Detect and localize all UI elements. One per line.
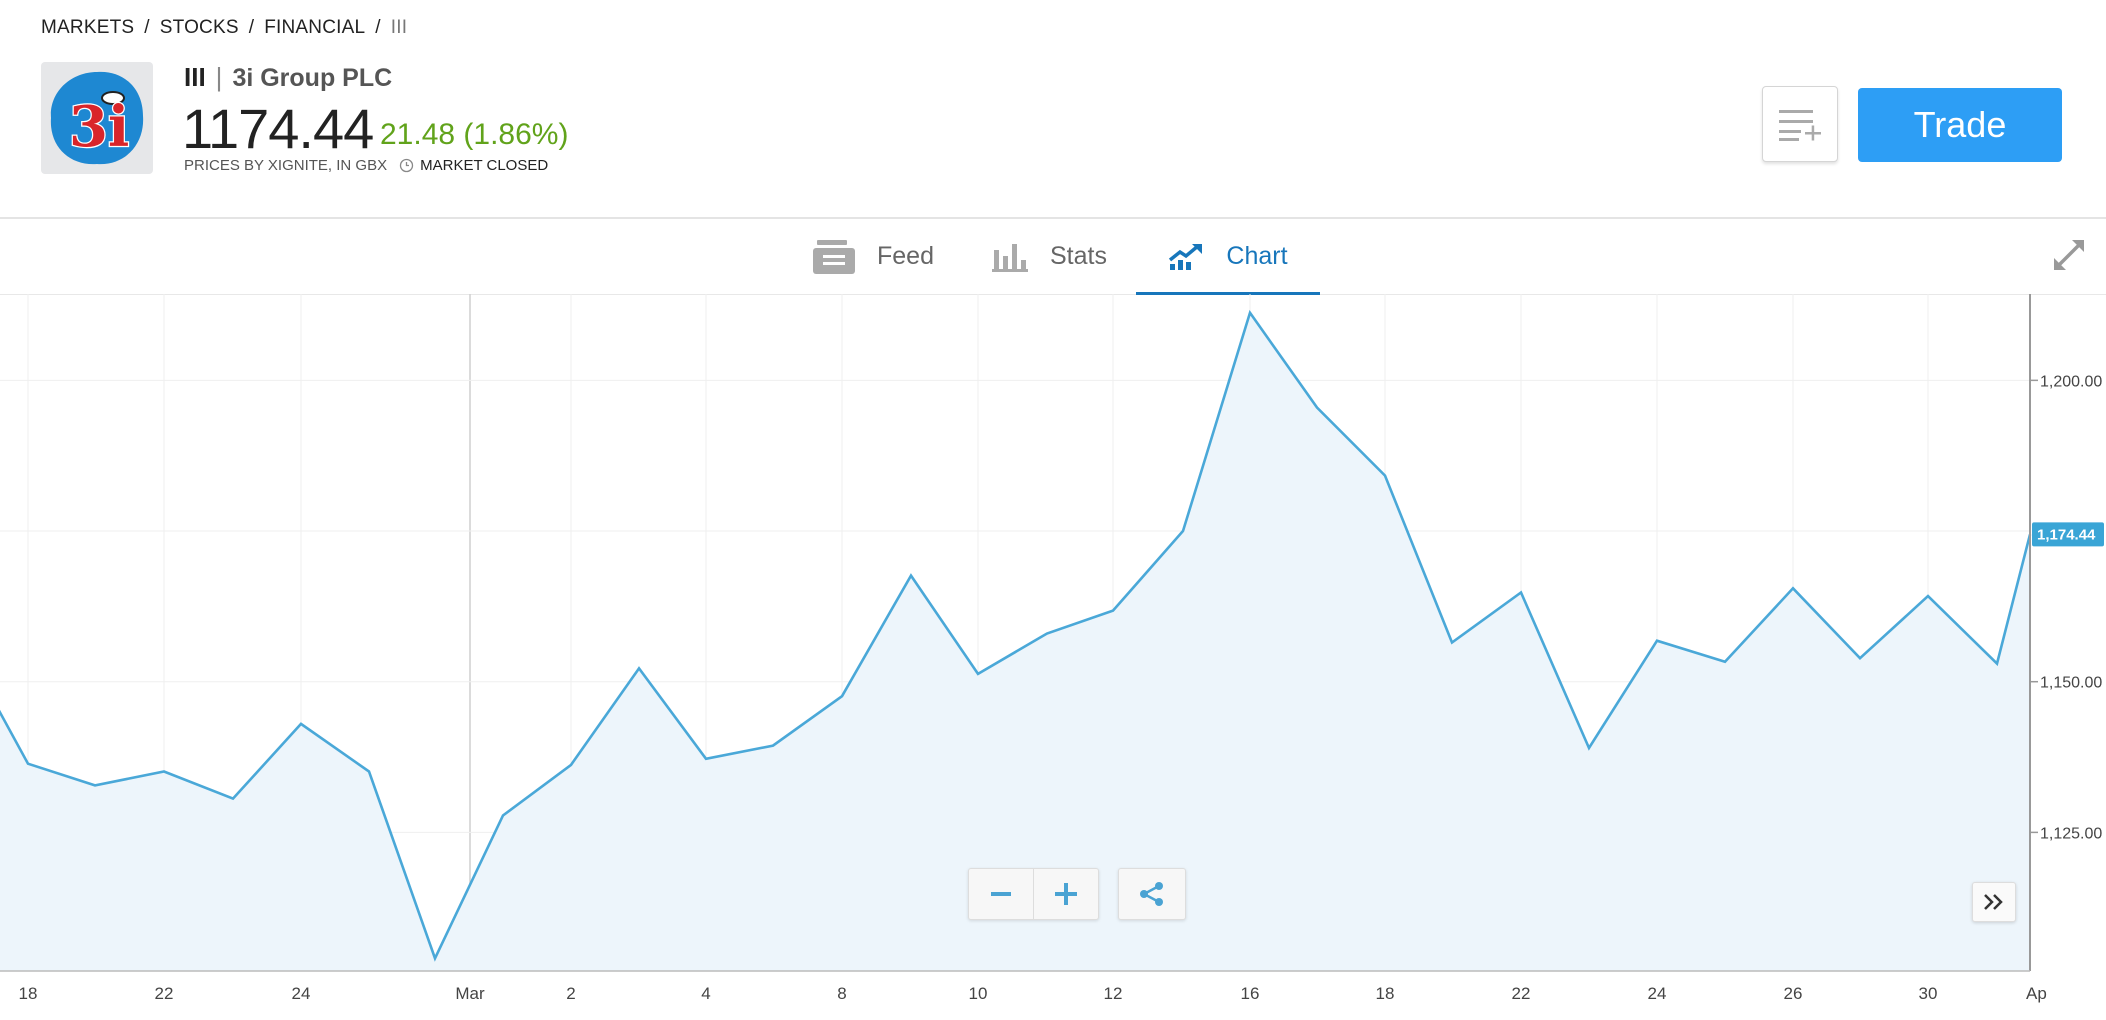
tab-feed-label: Feed — [877, 242, 934, 270]
instrument-logo: 3i — [41, 62, 153, 174]
logo-text: 3i — [69, 94, 129, 160]
header-divider — [0, 217, 2106, 219]
x-tick-label: 26 — [1784, 984, 1803, 1003]
y-tick-label: 1,150.00 — [2040, 675, 2102, 692]
breadcrumb-financial[interactable]: FINANCIAL — [264, 17, 366, 38]
x-tick-label: 18 — [19, 984, 38, 1003]
current-price: 1174.44 — [182, 97, 374, 160]
breadcrumb-markets[interactable]: MARKETS — [41, 17, 135, 38]
chart-icon — [1168, 242, 1204, 272]
current-price-label: 1,174.44 — [2037, 526, 2096, 543]
x-tick-label: 10 — [969, 984, 988, 1003]
tab-chart[interactable]: Chart — [1136, 219, 1320, 295]
y-tick-label: 1,200.00 — [2040, 373, 2102, 390]
x-tick-label: Mar — [455, 984, 485, 1003]
x-tick-label: 30 — [1919, 984, 1938, 1003]
breadcrumb: MARKETS / STOCKS / FINANCIAL / III — [41, 17, 408, 38]
feed-icon — [813, 239, 855, 274]
x-tick-label: 16 — [1241, 984, 1260, 1003]
share-icon — [1140, 882, 1163, 906]
x-tick-label: 24 — [292, 984, 311, 1003]
price-chart[interactable]: 18 22 24 Mar 2 4 8 10 12 16 18 22 24 26 30 Ap1,125.001,… — [0, 294, 2106, 1020]
company-name: 3i Group PLC — [232, 64, 393, 92]
ticker-symbol: III — [184, 62, 206, 92]
breadcrumb-current: III — [390, 17, 408, 38]
clock-icon — [399, 158, 414, 173]
price-line — [0, 309, 2032, 962]
active-tab-indicator — [1136, 292, 1320, 295]
add-to-watchlist-button[interactable] — [1762, 86, 1838, 162]
x-tick-label: 4 — [701, 984, 710, 1003]
x-tick-label: 22 — [1512, 984, 1531, 1003]
tab-bar: Feed Stats Chart — [0, 219, 2106, 295]
market-status: MARKET CLOSED — [420, 157, 549, 174]
plus-icon — [1055, 883, 1077, 905]
share-chart-button[interactable] — [1118, 868, 1186, 920]
minus-icon — [991, 892, 1011, 896]
stats-icon — [992, 242, 1028, 272]
x-tick-label: 24 — [1648, 984, 1667, 1003]
x-tick-label: 8 — [837, 984, 846, 1003]
price-change: 21.48 (1.86%) — [380, 118, 569, 151]
y-tick-label: 1,125.00 — [2040, 825, 2102, 842]
add-to-list-icon — [1779, 110, 1821, 141]
zoom-out-button[interactable] — [969, 869, 1033, 919]
price-note: PRICES BY XIGNITE, IN GBX MARKET CLOSED — [184, 157, 548, 174]
3i-logo-icon: 3i — [50, 71, 144, 165]
scroll-to-latest-button[interactable] — [1972, 882, 2016, 922]
current-price-badge — [2032, 522, 2104, 547]
instrument-title: III | 3i Group PLC — [184, 62, 393, 92]
zoom-in-button[interactable] — [1033, 869, 1098, 919]
x-tick-label: 2 — [566, 984, 575, 1003]
x-tick-label: 18 — [1376, 984, 1395, 1003]
price-area-fill — [0, 312, 2030, 971]
tab-stats-label: Stats — [1050, 242, 1107, 270]
x-tick-label: Ap — [2026, 984, 2047, 1003]
tab-stats[interactable]: Stats — [992, 219, 1107, 294]
tab-feed[interactable]: Feed — [813, 219, 934, 294]
trade-button[interactable]: Trade — [1858, 88, 2062, 162]
price-source: PRICES BY XIGNITE, IN GBX — [184, 157, 388, 174]
double-chevron-right-icon — [1984, 894, 2003, 910]
breadcrumb-stocks[interactable]: STOCKS — [159, 17, 239, 38]
x-tick-label: 22 — [155, 984, 174, 1003]
expand-icon[interactable] — [2052, 238, 2086, 277]
zoom-controls — [968, 868, 1099, 920]
tab-chart-label: Chart — [1226, 242, 1288, 270]
x-tick-label: 12 — [1104, 984, 1123, 1003]
